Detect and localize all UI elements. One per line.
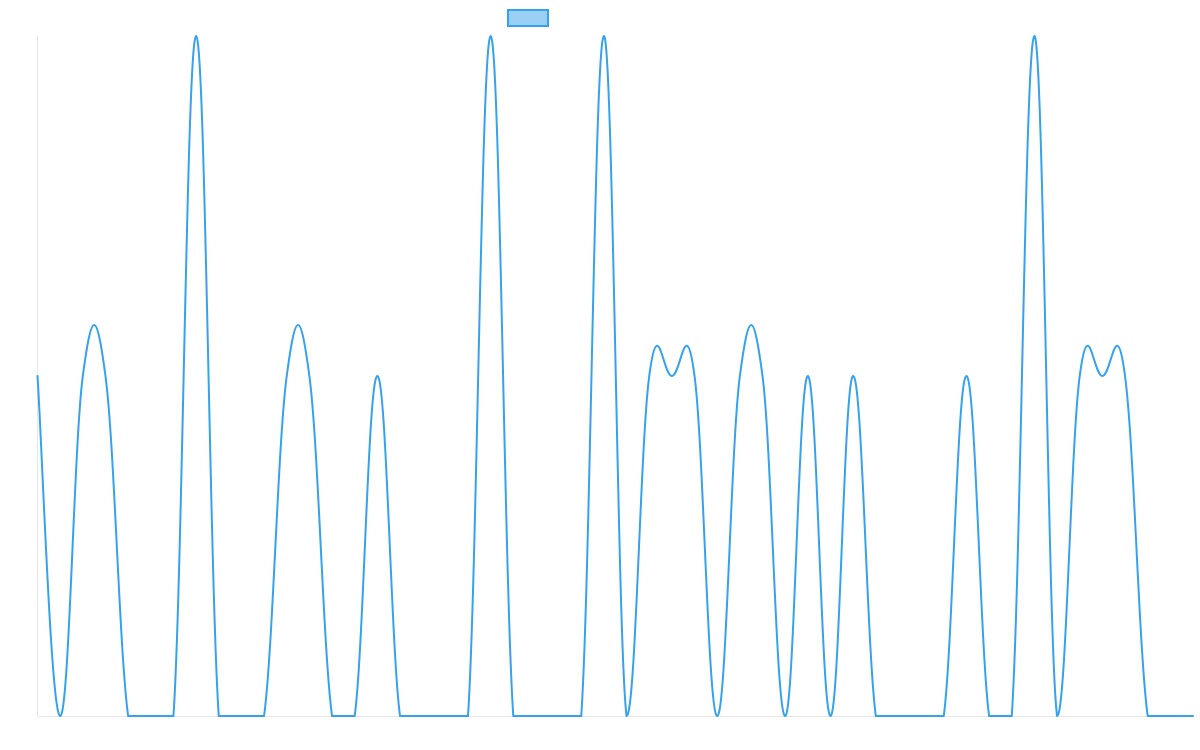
data-point[interactable]: [577, 712, 585, 720]
data-point[interactable]: [713, 712, 721, 720]
data-point[interactable]: [419, 712, 427, 720]
data-point[interactable]: [1189, 712, 1197, 720]
data-point[interactable]: [1076, 372, 1084, 380]
data-point[interactable]: [487, 32, 495, 40]
data-point[interactable]: [555, 712, 563, 720]
data-point[interactable]: [215, 712, 223, 720]
data-point[interactable]: [237, 712, 245, 720]
data-point[interactable]: [1121, 372, 1129, 380]
data-point[interactable]: [441, 712, 449, 720]
data-point[interactable]: [826, 712, 834, 720]
data-point[interactable]: [781, 712, 789, 720]
data-point[interactable]: [1030, 32, 1038, 40]
data-point[interactable]: [396, 712, 404, 720]
data-point[interactable]: [645, 372, 653, 380]
data-point[interactable]: [985, 712, 993, 720]
data-point[interactable]: [849, 372, 857, 380]
data-point[interactable]: [917, 712, 925, 720]
data-point[interactable]: [668, 372, 676, 380]
data-point[interactable]: [1166, 712, 1174, 720]
data-point[interactable]: [147, 712, 155, 720]
data-point[interactable]: [1144, 712, 1152, 720]
data-point[interactable]: [623, 712, 631, 720]
data-point[interactable]: [1053, 712, 1061, 720]
data-point[interactable]: [804, 372, 812, 380]
data-point[interactable]: [1098, 372, 1106, 380]
series-group: [34, 32, 1197, 720]
data-point[interactable]: [736, 372, 744, 380]
data-point[interactable]: [940, 712, 948, 720]
legend-swatch[interactable]: [507, 9, 549, 27]
data-point[interactable]: [79, 372, 87, 380]
data-point[interactable]: [283, 372, 291, 380]
data-point[interactable]: [872, 712, 880, 720]
data-point[interactable]: [192, 32, 200, 40]
data-point[interactable]: [373, 372, 381, 380]
data-point[interactable]: [1008, 712, 1016, 720]
data-point[interactable]: [691, 372, 699, 380]
data-point[interactable]: [101, 372, 109, 380]
data-point[interactable]: [464, 712, 472, 720]
data-point[interactable]: [532, 712, 540, 720]
data-point[interactable]: [56, 712, 64, 720]
legend[interactable]: [507, 9, 549, 27]
data-point[interactable]: [759, 372, 767, 380]
data-point[interactable]: [894, 712, 902, 720]
data-point[interactable]: [509, 712, 517, 720]
data-point[interactable]: [962, 372, 970, 380]
data-point[interactable]: [124, 712, 132, 720]
data-point[interactable]: [169, 712, 177, 720]
data-point[interactable]: [351, 712, 359, 720]
data-point[interactable]: [600, 32, 608, 40]
data-point[interactable]: [260, 712, 268, 720]
data-point[interactable]: [328, 712, 336, 720]
series-line-0: [36, 35, 1194, 717]
data-point[interactable]: [305, 372, 313, 380]
data-point[interactable]: [34, 372, 42, 380]
